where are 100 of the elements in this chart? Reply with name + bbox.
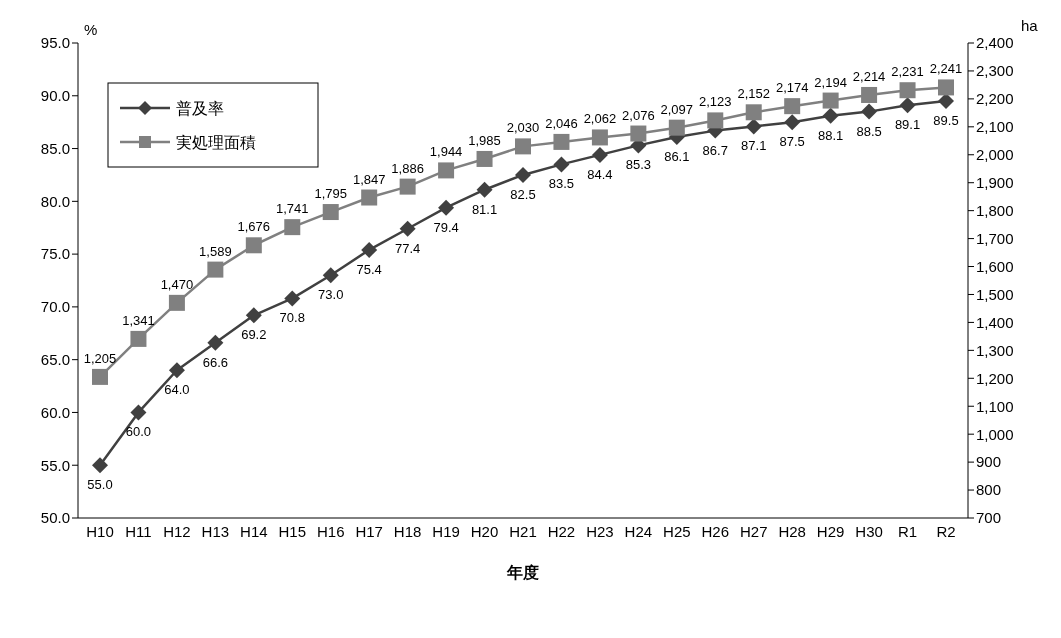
point [92,368,108,385]
point [476,150,493,167]
x-tick-label: H30 [855,522,883,540]
point [553,156,570,173]
data-label: 1,470 [160,276,194,292]
x-tick-label: H18 [393,522,422,540]
y-tick-label: 65.0 [40,350,70,368]
point [361,241,378,258]
point [745,104,762,121]
data-label: 83.5 [548,176,575,192]
y2-axis-title: ha [1021,17,1039,34]
x-tick-label: R2 [936,522,956,540]
y2-tick-label: 700 [976,509,1002,527]
point [707,112,724,129]
data-label: 1,589 [199,243,232,259]
data-label: 81.1 [471,201,498,217]
point [168,362,185,379]
point [361,189,378,206]
point [899,97,916,114]
data-label: 66.6 [202,354,229,370]
y2-tick-label: 2,400 [976,34,1014,52]
y-tick-label: 80.0 [40,192,70,210]
point [861,86,878,103]
point [515,166,531,183]
data-label: 2,062 [583,111,617,127]
point [784,98,801,115]
point [822,107,839,124]
data-label: 73.0 [318,287,344,303]
y-tick-label: 60.0 [40,403,70,421]
point [284,219,301,236]
data-label: 2,214 [852,68,886,84]
y-tick-label: 55.0 [40,456,70,474]
point [322,267,339,284]
point [553,133,570,150]
y2-tick-label: 800 [976,481,1002,499]
data-label: 2,123 [699,94,732,110]
data-label: 75.4 [356,261,382,277]
x-tick-label: H27 [739,522,768,540]
x-tick-label: H26 [701,522,730,540]
point [284,290,301,307]
x-tick-label: H19 [432,522,460,540]
point [245,237,262,254]
x-axis-title: 年度 [506,563,539,581]
data-label: 2,152 [737,86,770,102]
x-tick-label: H29 [816,522,845,540]
y2-tick-label: 1,000 [976,425,1014,443]
data-label: 69.2 [241,327,267,343]
data-label: 85.3 [625,157,652,173]
point [745,118,762,135]
point [399,220,416,237]
data-label: 87.1 [741,138,767,154]
x-tick-label: H14 [240,522,268,540]
point [92,457,108,474]
y2-tick-label: 2,100 [976,118,1014,136]
point [784,114,801,131]
data-label: 1,676 [237,219,271,235]
point [515,138,531,155]
point [130,404,147,421]
x-tick-label: H13 [201,522,230,540]
x-tick-label: H10 [86,522,114,540]
x-tick-label: R1 [897,522,918,540]
y2-tick-label: 1,300 [976,341,1014,359]
point [438,162,455,179]
data-label: 88.5 [856,123,882,139]
y-tick-label: 85.0 [40,139,70,157]
point [168,294,185,311]
data-label: 89.1 [894,117,921,133]
x-tick-label: H11 [125,522,152,540]
point [861,103,878,120]
data-label: 82.5 [510,186,536,202]
data-label: 2,076 [622,107,655,123]
data-label: 1,944 [429,144,463,160]
x-tick-label: H17 [355,522,383,540]
data-label: 2,046 [545,115,578,131]
data-label: 2,241 [929,61,963,77]
x-tick-label: H24 [624,522,653,540]
data-label: 79.4 [433,219,459,235]
point [322,204,339,221]
y2-tick-label: 2,300 [976,62,1014,80]
point [245,307,262,324]
point [207,261,224,278]
y2-tick-label: 1,200 [976,369,1014,387]
legend-label: 実処理面積 [176,134,256,151]
data-label: 2,231 [891,64,924,80]
data-label: 1,886 [391,160,424,176]
data-label: 86.1 [664,148,690,164]
point [476,181,493,198]
y2-tick-label: 1,600 [976,257,1014,275]
x-tick-label: H22 [547,522,576,540]
y-tick-label: 70.0 [40,298,70,316]
data-label: 84.4 [587,166,613,182]
point [438,199,455,216]
data-label: 2,194 [814,74,847,90]
y2-tick-label: 1,500 [976,285,1014,303]
y2-tick-label: 2,200 [976,90,1014,108]
y2-tick-label: 1,700 [976,229,1014,247]
data-label: 88.1 [817,127,844,143]
point [938,93,954,110]
y-tick-label: 90.0 [40,87,70,105]
data-label: 89.5 [933,113,959,129]
